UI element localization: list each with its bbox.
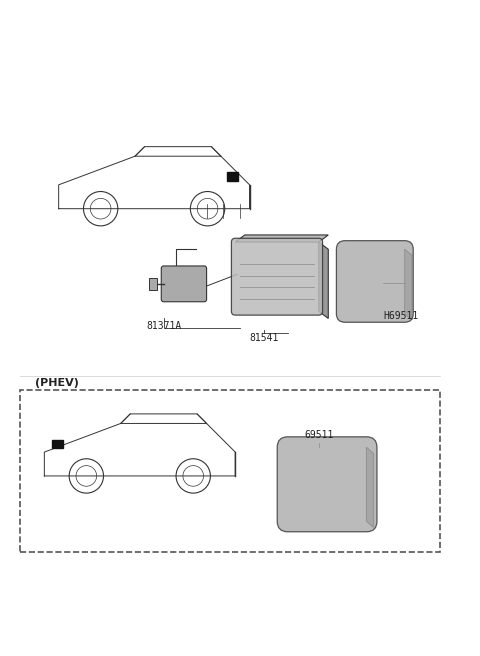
Text: H69511: H69511 — [383, 311, 419, 321]
FancyBboxPatch shape — [161, 266, 206, 302]
Text: 81371A: 81371A — [146, 321, 181, 331]
Bar — [149, 277, 157, 290]
Text: (PHEV): (PHEV) — [35, 378, 79, 388]
Polygon shape — [319, 242, 328, 318]
Bar — [52, 440, 63, 448]
Polygon shape — [235, 235, 328, 242]
FancyBboxPatch shape — [277, 437, 377, 532]
Polygon shape — [405, 249, 412, 319]
Polygon shape — [366, 447, 373, 527]
FancyBboxPatch shape — [336, 241, 413, 322]
FancyBboxPatch shape — [231, 238, 323, 315]
Text: 81541: 81541 — [249, 333, 278, 343]
Text: 69511: 69511 — [304, 430, 334, 440]
Bar — [227, 173, 238, 181]
